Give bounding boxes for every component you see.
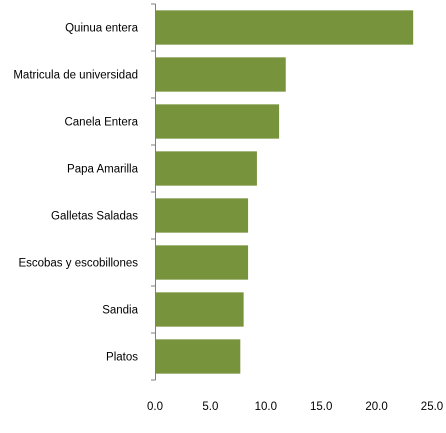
x-tick-label-0: 0.0 <box>147 401 163 413</box>
x-tick-label-2: 10.0 <box>255 401 277 413</box>
category-label-7: Platos <box>106 352 138 364</box>
category-label-4: Galletas Saladas <box>51 211 138 223</box>
bar-3 <box>155 151 257 186</box>
category-label-5: Escobas y escobillones <box>18 258 138 270</box>
x-tick-label-5: 25.0 <box>421 401 443 413</box>
bar-2 <box>155 104 280 139</box>
bar-7 <box>155 339 241 374</box>
x-tick-labels: 0.0 5.0 10.0 15.0 20.0 25.0 <box>147 401 443 413</box>
category-label-3: Papa Amarilla <box>67 164 139 176</box>
category-labels: Quinua entera Matricula de universidad Can… <box>13 23 138 364</box>
bar-1 <box>155 57 286 92</box>
bar-6 <box>155 292 244 327</box>
category-label-6: Sandia <box>102 305 138 317</box>
category-label-1: Matricula de universidad <box>13 70 138 82</box>
x-tick-label-3: 15.0 <box>310 401 332 413</box>
category-label-0: Quinua entera <box>65 23 138 35</box>
bar-5 <box>155 245 249 280</box>
x-tick-label-4: 20.0 <box>365 401 387 413</box>
axis-layer <box>151 3 156 381</box>
bar-4 <box>155 198 249 233</box>
category-label-2: Canela Entera <box>64 117 138 129</box>
bars-layer <box>155 10 414 374</box>
x-tick-label-1: 5.0 <box>202 401 218 413</box>
bar-0 <box>155 10 414 45</box>
